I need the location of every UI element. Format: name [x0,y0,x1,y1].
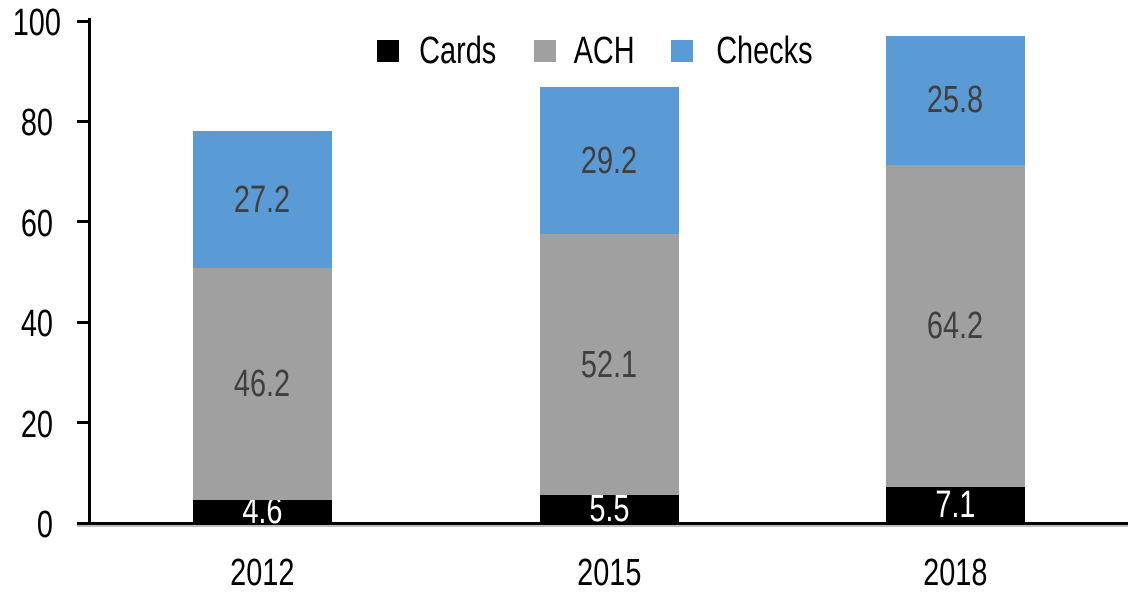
y-tick-mark [77,220,89,224]
bar-value-label: 64.2 [926,305,984,348]
bar-segment-ach-2012: 46.2 [192,267,332,500]
legend-item-ach: ACH [534,28,644,74]
x-category-label-2015: 2015 [576,552,642,594]
bar-stack-2015: 5.5 52.1 29.2 [539,0,679,531]
legend-swatch-ach [534,40,557,62]
bar-segment-ach-2015: 52.1 [539,233,679,496]
bar-value-label: 25.8 [926,79,984,122]
y-tick-mark [77,421,89,425]
legend-label-cards: Cards [419,30,497,72]
bar-segment-checks-2018: 25.8 [885,35,1025,166]
x-category-label-2012: 2012 [229,552,295,594]
x-axis-line [77,522,1128,525]
bar-segment-checks-2012: 27.2 [192,131,332,268]
bar-value-label: 46.2 [233,362,291,405]
bar-value-label: 4.6 [241,490,283,533]
y-tick-label: 0 [36,504,53,546]
y-tick-label: 20 [20,403,54,446]
y-axis-line [88,18,91,525]
bar-value-label: 52.1 [580,343,638,386]
legend-item-checks: Checks [670,28,828,74]
bar-segment-cards-2015: 5.5 [539,488,679,531]
legend-item-cards: Cards [377,28,508,74]
bar-segment-checks-2015: 29.2 [539,87,679,234]
bar-stack-2018: 7.1 64.2 25.8 [885,0,1025,527]
legend-label-checks: Checks [715,30,813,72]
legend-swatch-cards [377,40,399,62]
y-tick-mark [77,119,89,123]
bar-value-label: 27.2 [233,178,291,221]
bar-value-label: 5.5 [588,488,630,531]
bar-segment-cards-2018: 7.1 [885,484,1025,527]
x-category-label-2018: 2018 [922,552,988,594]
bar-segment-cards-2012: 4.6 [192,490,332,533]
bar-value-label: 7.1 [934,484,976,527]
y-tick-mark [77,19,89,23]
bar-value-label: 29.2 [580,139,638,182]
legend-swatch-checks [670,40,693,62]
legend-label-ach: ACH [574,30,635,72]
y-tick-label: 40 [20,303,54,346]
bar-stack-2012: 4.6 46.2 27.2 [192,0,332,533]
y-tick-label: 100 [12,2,61,44]
bar-segment-ach-2018: 64.2 [885,165,1025,488]
y-tick-label: 60 [20,202,54,245]
y-tick-mark [77,320,89,324]
y-tick-label: 80 [20,102,54,145]
chart-legend: Cards ACH Checks [377,28,827,74]
